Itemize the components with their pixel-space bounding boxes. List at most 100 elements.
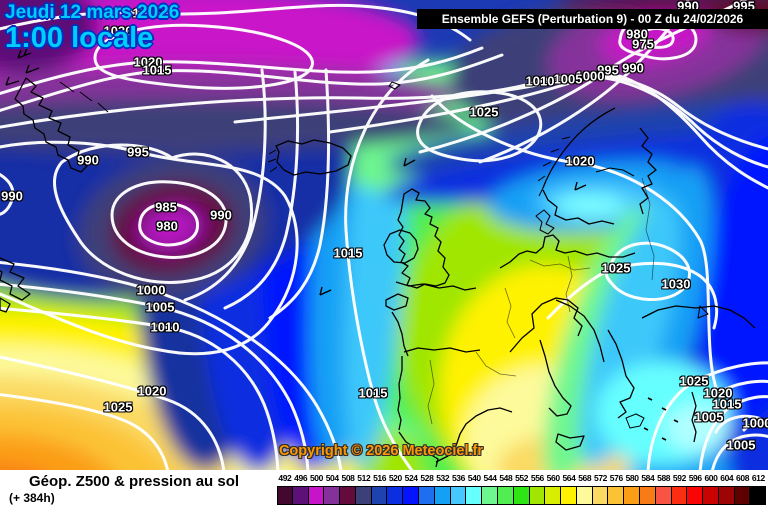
scale-cell: 584 — [638, 471, 656, 511]
isobar-label: 1005 — [553, 71, 583, 87]
date-line: Jeudi 12 mars 2026 — [5, 2, 180, 23]
scale-cell: 556 — [528, 471, 546, 511]
scale-swatch — [528, 486, 546, 505]
scale-value: 552 — [515, 473, 529, 483]
scale-value: 556 — [530, 473, 544, 483]
isobar-label: 1025 — [103, 399, 133, 415]
legend-title: Géop. Z500 & pression au sol — [29, 473, 240, 490]
isobar-label: 1005 — [726, 437, 756, 453]
scale-cell: 540 — [465, 471, 483, 511]
scale-cell: 508 — [339, 471, 356, 511]
scale-cell: 600 — [702, 471, 719, 511]
scale-swatch — [560, 486, 577, 505]
isobar-label: 990 — [1, 188, 23, 204]
scale-swatch — [544, 486, 562, 505]
scale-cell: 504 — [323, 471, 341, 511]
isobar-label: 1025 — [132, 5, 162, 21]
scale-cell: 524 — [402, 471, 420, 511]
scale-value: 492 — [278, 473, 292, 483]
scale-value: 600 — [704, 473, 718, 483]
isobar-label: 1020 — [137, 383, 167, 399]
scale-cell: 516 — [370, 471, 388, 511]
date-box: Jeudi 12 mars 2026 1:00 locale — [5, 2, 180, 54]
scale-cell: 568 — [575, 471, 593, 511]
scale-cell: 592 — [670, 471, 688, 511]
scale-value: 588 — [657, 473, 671, 483]
scale-value: 508 — [341, 473, 355, 483]
isobar-label: 1015 — [358, 385, 388, 401]
isobar-label: 1015 — [142, 62, 172, 78]
scale-swatch — [733, 486, 751, 505]
run-header: Ensemble GEFS (Perturbation 9) - 00 Z du… — [417, 9, 768, 29]
isobar-label: 990 — [77, 152, 99, 168]
wind-barbs — [5, 47, 587, 296]
scale-value: 560 — [546, 473, 560, 483]
weather-map: 1025 1030 1020 1015 990 995 980 975 990 995 1000 10… — [0, 0, 768, 470]
legend-lead-time: (+ 384h) — [9, 491, 55, 505]
scale-cell: 512 — [354, 471, 372, 511]
scale-cell: 496 — [291, 471, 309, 511]
country-borders — [427, 177, 655, 425]
isobar-label: 1020 — [703, 385, 733, 401]
scale-swatch — [496, 486, 514, 505]
color-scale: 492 496 500 504 508 512 516 520 524 528 532 536 540 5… — [277, 471, 767, 511]
scale-value: 564 — [562, 473, 576, 483]
isobar-label: 1020 — [133, 54, 163, 70]
scale-cell: 572 — [591, 471, 609, 511]
scale-value: 580 — [625, 473, 639, 483]
scale-value: 524 — [404, 473, 418, 483]
isobar-label: 1010 — [150, 319, 180, 335]
scale-swatch — [433, 486, 451, 505]
isobar-label: 975 — [632, 36, 654, 52]
scale-value: 532 — [436, 473, 450, 483]
isobar-label: 1000 — [742, 415, 768, 431]
scale-value: 608 — [736, 473, 750, 483]
scale-cell: 576 — [607, 471, 625, 511]
isobar-label: 985 — [155, 199, 177, 215]
scale-value: 516 — [373, 473, 387, 483]
coastlines — [0, 77, 756, 468]
copyright-text: Copyright © 2026 Meteociel.fr — [278, 443, 484, 459]
scale-cell: 548 — [496, 471, 514, 511]
scale-cell: 608 — [733, 471, 751, 511]
scale-cell: 588 — [654, 471, 672, 511]
isobar-label: 995 — [127, 144, 149, 160]
scale-swatch — [749, 486, 767, 505]
isobar-label: 990 — [210, 207, 232, 223]
scale-value: 520 — [388, 473, 402, 483]
scale-value: 540 — [467, 473, 481, 483]
scale-swatch — [575, 486, 593, 505]
isobar-label: 980 — [156, 218, 178, 234]
scale-value: 536 — [451, 473, 465, 483]
scale-swatch — [291, 486, 309, 505]
scale-cell: 544 — [481, 471, 498, 511]
scale-swatch — [449, 486, 467, 505]
scale-cell: 580 — [623, 471, 640, 511]
scale-swatch — [623, 486, 640, 505]
scale-value: 572 — [594, 473, 607, 483]
scale-swatch — [402, 486, 420, 505]
scale-cell: 612 — [749, 471, 767, 511]
scale-swatch — [370, 486, 388, 505]
scale-swatch — [512, 486, 530, 505]
scale-swatch — [670, 486, 688, 505]
isobar-label: 1000 — [575, 68, 605, 84]
scale-swatch — [686, 486, 704, 505]
scale-swatch — [418, 486, 435, 505]
isobar-label: 1020 — [565, 153, 595, 169]
scale-swatch — [307, 486, 325, 505]
scale-cell: 604 — [717, 471, 735, 511]
map-canvas — [0, 0, 768, 470]
isobar-label: 1010 — [525, 73, 555, 89]
isobar-label: 1025 — [469, 104, 499, 120]
scale-cell: 596 — [686, 471, 704, 511]
scale-value: 584 — [641, 473, 655, 483]
isobar-label: 1025 — [601, 260, 631, 276]
isobar-label: 1025 — [679, 373, 709, 389]
isobar-label: 1015 — [333, 245, 363, 261]
scale-value: 512 — [357, 473, 371, 483]
scale-value: 500 — [309, 473, 323, 483]
scale-swatch — [323, 486, 341, 505]
isobar-label: 990 — [622, 60, 644, 76]
